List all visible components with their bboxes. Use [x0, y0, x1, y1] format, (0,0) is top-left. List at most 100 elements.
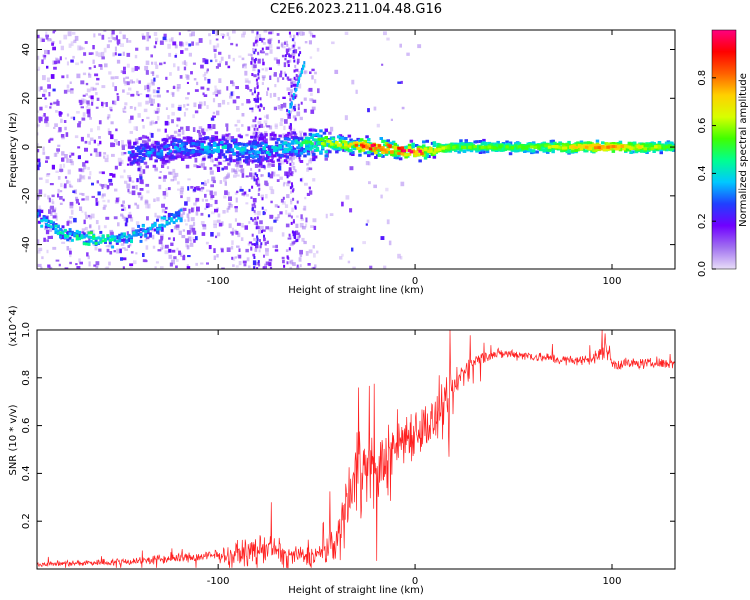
heatmap-cell: [173, 63, 176, 68]
heatmap-cell: [328, 144, 332, 148]
heatmap-cell: [259, 239, 261, 242]
heatmap-cell: [162, 191, 167, 196]
heatmap-cell: [182, 255, 186, 261]
heatmap-cell: [271, 171, 276, 177]
heatmap-cell: [41, 38, 45, 42]
heatmap-cell: [164, 211, 168, 214]
heatmap-cell: [259, 245, 262, 249]
heatmap-cell: [173, 256, 177, 260]
heatmap-cell: [59, 40, 62, 44]
heatmap-cell: [255, 244, 259, 249]
heatmap-cell: [562, 144, 566, 148]
heatmap-cell: [213, 223, 217, 229]
heatmap-cell: [289, 260, 292, 264]
heatmap-cell: [184, 201, 188, 206]
heatmap-cell: [185, 61, 188, 67]
heatmap-cell: [288, 247, 291, 251]
heatmap-cell: [130, 240, 133, 244]
heatmap-cell: [122, 266, 125, 269]
heatmap-cell: [391, 152, 396, 156]
heatmap-cell: [264, 133, 268, 137]
heatmap-cell: [128, 191, 132, 194]
heatmap-cell: [236, 106, 240, 110]
heatmap-cell: [230, 42, 234, 46]
heatmap-cell: [260, 133, 264, 137]
heatmap-cell: [277, 63, 281, 66]
heatmap-cell: [546, 148, 550, 152]
heatmap-cell: [56, 99, 59, 102]
heatmap-cell: [383, 148, 387, 152]
heatmap-cell: [325, 213, 328, 219]
heatmap-cell: [166, 147, 171, 151]
heatmap-cell: [131, 145, 135, 149]
heatmap-cell: [629, 151, 633, 154]
heatmap-cell: [207, 155, 211, 159]
heatmap-cell: [344, 140, 348, 144]
heatmap-cell: [289, 48, 292, 51]
heatmap-cell: [234, 145, 238, 149]
heatmap-cell: [625, 148, 630, 151]
heatmap-cell: [173, 225, 177, 230]
heatmap-cell: [98, 136, 101, 139]
heatmap-cell: [417, 44, 422, 49]
heatmap-cell: [223, 155, 227, 159]
heatmap-cell: [335, 150, 339, 154]
heatmap-cell: [247, 243, 251, 246]
heatmap-cell: [207, 78, 211, 84]
heatmap-cell: [254, 172, 257, 176]
heatmap-cell: [251, 155, 256, 159]
heatmap-cell: [176, 227, 180, 231]
heatmap-cell: [286, 76, 290, 80]
heatmap-cell: [160, 266, 164, 269]
heatmap-cell: [202, 148, 206, 152]
heatmap-cell: [167, 221, 171, 225]
heatmap-cell: [259, 142, 262, 146]
heatmap-cell: [122, 247, 126, 250]
heatmap-cell: [234, 164, 238, 167]
heatmap-cell: [99, 140, 102, 145]
heatmap-cell: [480, 142, 484, 146]
heatmap-cell: [185, 238, 189, 244]
heatmap-cell: [251, 92, 254, 96]
heatmap-cell: [88, 141, 91, 145]
heatmap-cell: [140, 159, 144, 163]
heatmap-cell: [202, 131, 206, 135]
heatmap-cell: [422, 144, 426, 148]
heatmap-cell: [185, 223, 188, 226]
heatmap-cell: [118, 237, 122, 241]
heatmap-cell: [367, 138, 371, 141]
heatmap-cell: [329, 136, 334, 140]
heatmap-cell: [663, 147, 667, 151]
heatmap-cell: [414, 153, 419, 157]
heatmap-cell: [250, 246, 253, 251]
heatmap-cell: [227, 102, 230, 105]
heatmap-cell: [370, 147, 375, 150]
heatmap-cell: [354, 141, 359, 145]
heatmap-cell: [298, 53, 300, 57]
heatmap-cell: [175, 224, 180, 228]
spectrogram-frame: [36, 29, 676, 270]
heatmap-cell: [62, 163, 66, 168]
heatmap-cell: [309, 92, 313, 96]
heatmap-cell: [604, 142, 608, 146]
heatmap-cell: [221, 146, 226, 149]
heatmap-cell: [262, 77, 265, 81]
heatmap-cell: [636, 147, 640, 151]
heatmap-cell: [92, 243, 97, 247]
heatmap-cell: [84, 226, 88, 230]
heatmap-cell: [127, 150, 132, 154]
heatmap-cell: [195, 186, 200, 190]
heatmap-cell: [316, 47, 320, 52]
heatmap-cell: [217, 156, 221, 159]
heatmap-cell: [171, 103, 175, 108]
heatmap-cell: [170, 217, 174, 221]
heatmap-cell: [505, 140, 509, 144]
heatmap-cell: [120, 232, 124, 236]
heatmap-cell: [134, 160, 139, 164]
heatmap-cell: [308, 132, 313, 136]
heatmap-cell: [172, 41, 177, 46]
heatmap-cell: [212, 144, 217, 147]
heatmap-cell: [244, 70, 248, 76]
heatmap-cell: [172, 213, 176, 217]
heatmap-cell: [177, 66, 180, 71]
